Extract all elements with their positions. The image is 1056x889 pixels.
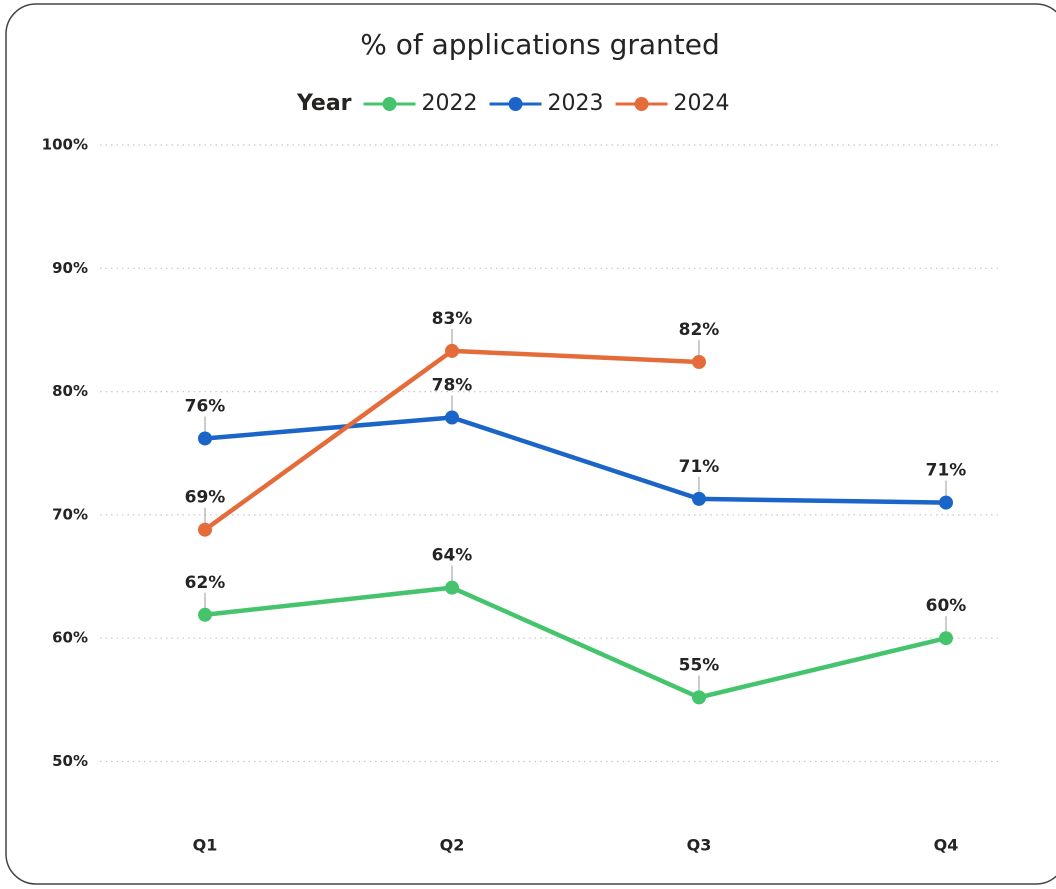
x-tick-label: Q1 [193,836,218,855]
legend-label: 2024 [674,91,730,116]
data-label: 78% [432,375,473,395]
data-label: 76% [185,396,226,416]
series-line [204,585,947,700]
data-label: 55% [679,655,720,675]
data-point [692,690,706,705]
data-label: 82% [679,320,720,340]
y-tick-label: 90% [52,259,88,277]
data-label: 60% [926,596,967,616]
legend-marker [382,97,397,111]
data-point [939,495,953,510]
data-label: 71% [679,457,720,477]
legend-label: 2023 [548,91,604,116]
data-point [445,580,459,595]
data-point [198,522,212,537]
data-label: 71% [926,461,967,481]
data-point [692,355,706,370]
x-tick-label: Q4 [934,836,959,855]
x-tick-label: Q2 [440,836,465,855]
legend-marker [508,97,523,111]
y-tick-label: 70% [52,505,88,523]
data-point [692,491,706,506]
data-label: 62% [185,573,226,593]
legend-label: 2022 [422,91,478,116]
x-tick-label: Q3 [687,836,712,855]
legend-marker [634,97,649,111]
data-point [198,431,212,446]
data-point [939,631,953,646]
data-point [445,410,459,425]
y-tick-label: 80% [52,382,88,400]
y-tick-label: 100% [42,136,88,154]
y-tick-label: 50% [52,752,88,770]
data-point [445,343,459,358]
chart-title: % of applications granted [360,28,720,61]
legend-title: Year [296,91,352,116]
y-tick-label: 60% [52,629,88,647]
data-point [198,607,212,622]
data-label: 83% [432,309,473,329]
data-label: 64% [432,546,473,566]
series-line [204,415,947,505]
data-label: 69% [185,488,226,508]
